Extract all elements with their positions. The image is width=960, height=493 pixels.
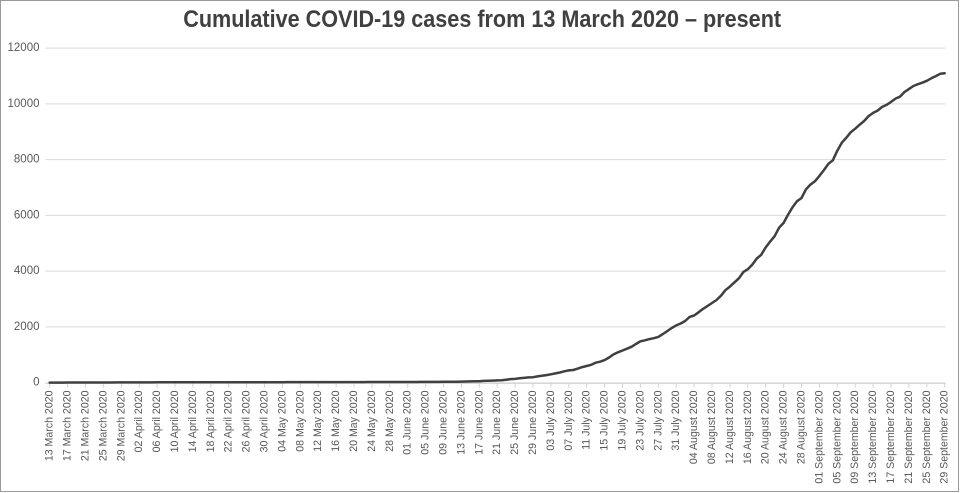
svg-text:12 May 2020: 12 May 2020	[312, 390, 324, 451]
svg-text:30 April 2020: 30 April 2020	[259, 390, 271, 452]
svg-text:8000: 8000	[14, 154, 40, 166]
svg-text:31 July 2020: 31 July 2020	[670, 390, 682, 450]
svg-text:6000: 6000	[14, 209, 40, 221]
svg-text:12 August 2020: 12 August 2020	[724, 390, 736, 464]
svg-text:05 September 2020: 05 September 2020	[831, 390, 843, 483]
svg-text:04 August 2020: 04 August 2020	[688, 390, 700, 464]
svg-text:18 April 2020: 18 April 2020	[205, 390, 217, 452]
svg-text:21 September 2020: 21 September 2020	[903, 390, 915, 483]
svg-text:01 June 2020: 01 June 2020	[402, 390, 414, 454]
svg-text:10 April 2020: 10 April 2020	[169, 390, 181, 452]
svg-text:25 March 2020: 25 March 2020	[97, 390, 109, 461]
svg-text:2000: 2000	[14, 321, 40, 333]
svg-text:20 May 2020: 20 May 2020	[348, 390, 360, 451]
svg-text:09 September 2020: 09 September 2020	[849, 390, 861, 483]
svg-text:4000: 4000	[14, 265, 40, 277]
svg-text:24 May 2020: 24 May 2020	[366, 390, 378, 451]
svg-text:26 April 2020: 26 April 2020	[241, 390, 253, 452]
svg-text:29 September 2020: 29 September 2020	[939, 390, 951, 483]
svg-text:13 March 2020: 13 March 2020	[44, 390, 56, 461]
svg-text:19 July 2020: 19 July 2020	[617, 390, 629, 450]
svg-text:10000: 10000	[8, 98, 40, 110]
svg-text:04 May 2020: 04 May 2020	[276, 390, 288, 451]
svg-text:16 May 2020: 16 May 2020	[330, 390, 342, 451]
svg-text:28 May 2020: 28 May 2020	[384, 390, 396, 451]
svg-text:15 July 2020: 15 July 2020	[599, 390, 611, 450]
svg-text:09 June 2020: 09 June 2020	[438, 390, 450, 454]
svg-text:24 August 2020: 24 August 2020	[778, 390, 790, 464]
svg-text:0: 0	[33, 377, 39, 389]
svg-text:21 March 2020: 21 March 2020	[80, 390, 92, 461]
svg-text:13 September 2020: 13 September 2020	[867, 390, 879, 483]
svg-text:17 September 2020: 17 September 2020	[885, 390, 897, 483]
svg-text:22 April 2020: 22 April 2020	[223, 390, 235, 452]
svg-text:25 June 2020: 25 June 2020	[509, 390, 521, 454]
svg-text:21 June 2020: 21 June 2020	[491, 390, 503, 454]
svg-text:14 April 2020: 14 April 2020	[187, 390, 199, 452]
svg-text:05 June 2020: 05 June 2020	[420, 390, 432, 454]
svg-text:23 July 2020: 23 July 2020	[634, 390, 646, 450]
svg-text:20 August 2020: 20 August 2020	[760, 390, 772, 464]
svg-text:16 August 2020: 16 August 2020	[742, 390, 754, 464]
svg-text:28 August 2020: 28 August 2020	[796, 390, 808, 464]
svg-text:03 July 2020: 03 July 2020	[545, 390, 557, 450]
svg-text:08 May 2020: 08 May 2020	[294, 390, 306, 451]
svg-text:29 June 2020: 29 June 2020	[527, 390, 539, 454]
svg-text:06 April 2020: 06 April 2020	[151, 390, 163, 452]
svg-text:01 September 2020: 01 September 2020	[813, 390, 825, 483]
svg-text:29 March 2020: 29 March 2020	[115, 390, 127, 461]
svg-text:12000: 12000	[8, 42, 40, 54]
svg-text:25 September 2020: 25 September 2020	[921, 390, 933, 483]
svg-text:27 July 2020: 27 July 2020	[652, 390, 664, 450]
svg-text:17 March 2020: 17 March 2020	[62, 390, 74, 461]
svg-text:11 July 2020: 11 July 2020	[581, 390, 593, 449]
svg-text:08 August 2020: 08 August 2020	[706, 390, 718, 464]
svg-text:13 June 2020: 13 June 2020	[455, 390, 467, 454]
svg-text:17 June 2020: 17 June 2020	[473, 390, 485, 454]
svg-text:07 July 2020: 07 July 2020	[563, 390, 575, 450]
svg-text:02 April 2020: 02 April 2020	[133, 390, 145, 452]
